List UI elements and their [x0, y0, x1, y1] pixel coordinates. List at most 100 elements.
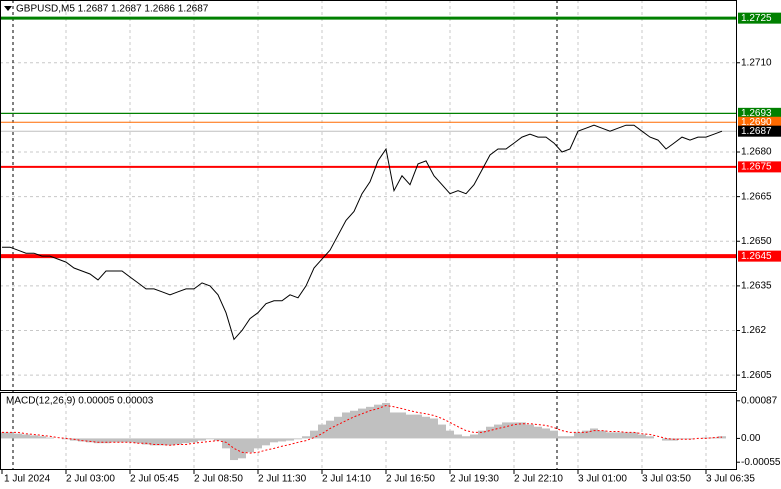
histogram-bar: [454, 434, 462, 439]
histogram-bar: [486, 426, 494, 439]
histogram-bar: [430, 418, 438, 439]
histogram-bar: [22, 434, 30, 439]
histogram-bar: [222, 438, 230, 449]
histogram-bar: [30, 435, 38, 439]
level-label-box: [738, 161, 781, 173]
histogram-bar: [406, 414, 414, 439]
x-tick-label: 2 Jul 03:00: [66, 474, 115, 485]
histogram-bar: [366, 406, 374, 439]
level-label: 1.2675: [741, 162, 772, 173]
histogram-bar: [342, 412, 350, 439]
y-tick-label: 1.2635: [741, 281, 772, 292]
y-tick-label: 0.00087: [741, 395, 778, 406]
histogram-bar: [630, 432, 638, 439]
level-label-box: [738, 107, 781, 119]
histogram-bar: [158, 438, 166, 446]
histogram-bar: [102, 438, 110, 444]
histogram-bar: [14, 433, 22, 439]
histogram-bar: [446, 430, 454, 439]
histogram-bar: [94, 438, 102, 444]
histogram-bar: [78, 438, 86, 442]
level-label-box: [738, 250, 781, 262]
indicator-title: MACD(12,26,9) 0.00005 0.00003: [6, 396, 154, 407]
histogram-bar: [470, 434, 478, 439]
histogram-bar: [254, 438, 262, 449]
histogram-bar: [110, 438, 118, 443]
histogram-bar: [198, 438, 206, 441]
price-line: [2, 124, 723, 341]
histogram-bar: [390, 412, 398, 439]
histogram-bar: [534, 426, 542, 439]
x-tick-label: 2 Jul 14:10: [322, 474, 371, 485]
label-layer: 1.2605 1.262 1.2635 1.2650 1.2665 1.2680 1.271…: [1, 12, 781, 485]
histogram-bar: [374, 404, 382, 439]
histogram-bar: [134, 438, 142, 444]
level-label: 1.2725: [741, 13, 772, 24]
histogram-bar: [214, 438, 222, 441]
histogram-bar: [566, 436, 574, 439]
histogram-bar: [118, 438, 126, 443]
level-label-box: [738, 116, 781, 128]
histogram-bar: [190, 438, 198, 443]
level-label-box: [738, 12, 781, 24]
level-label: 1.2693: [741, 108, 772, 119]
histogram-bar: [334, 416, 342, 439]
histogram-bar: [398, 412, 406, 439]
histogram-bar: [494, 424, 502, 439]
histogram-bar: [6, 432, 14, 439]
grid-layer: [0, 0, 737, 470]
histogram-bar: [502, 422, 510, 439]
histogram-bar: [86, 438, 94, 443]
histogram-bar: [318, 424, 326, 439]
histogram-bar: [150, 438, 158, 446]
histogram-bar: [558, 436, 566, 439]
histogram-bar: [350, 410, 358, 439]
histogram-bar: [126, 438, 134, 443]
histogram-bar: [238, 438, 246, 459]
histogram-bar: [246, 438, 254, 453]
x-tick-label: 3 Jul 01:00: [578, 474, 627, 485]
histogram-bar: [142, 438, 150, 445]
histogram-bar: [510, 422, 518, 439]
y-tick-label: -0.00055: [741, 457, 781, 468]
histogram-bar: [174, 438, 182, 445]
y-tick-label: 0.00: [741, 433, 761, 444]
histogram-bar: [526, 424, 534, 439]
x-tick-label: 2 Jul 11:30: [258, 474, 307, 485]
histogram-bar: [438, 424, 446, 439]
plot-layer: [0, 16, 737, 461]
histogram-bar: [518, 422, 526, 439]
y-tick-label: 1.262: [741, 325, 766, 336]
histogram-bar: [462, 436, 470, 439]
histogram-bar: [422, 416, 430, 439]
histogram-bar: [606, 432, 614, 439]
y-tick-label: 1.2650: [741, 236, 772, 247]
histogram-bar: [206, 438, 214, 440]
y-tick-label: 1.2710: [741, 57, 772, 68]
chart-title: GBPUSD,M5 1.2687 1.2687 1.2686 1.2687: [16, 4, 209, 15]
histogram-bar: [662, 438, 670, 441]
histogram-bar: [326, 420, 334, 439]
histogram-bar: [294, 438, 302, 440]
histogram-bar: [614, 432, 622, 439]
x-tick-label: 2 Jul 22:10: [514, 474, 563, 485]
histogram-bar: [286, 438, 294, 441]
x-tick-label: 2 Jul 19:30: [450, 474, 499, 485]
histogram-bar: [38, 436, 46, 439]
histogram-bar: [598, 430, 606, 439]
histogram-bar: [574, 432, 582, 439]
y-tick-label: 1.2680: [741, 147, 772, 158]
y-tick-label: 1.2665: [741, 191, 772, 202]
x-tick-label: 2 Jul 05:45: [130, 474, 179, 485]
histogram-bar: [590, 428, 598, 439]
histogram-bar: [270, 438, 278, 443]
x-tick-label: 2 Jul 16:50: [386, 474, 435, 485]
histogram-bar: [302, 436, 310, 439]
signal-line: [2, 404, 723, 454]
histogram-bar: [478, 430, 486, 439]
histogram-bar: [582, 430, 590, 439]
macd-frame: [0, 392, 737, 470]
histogram-bar: [46, 437, 54, 439]
